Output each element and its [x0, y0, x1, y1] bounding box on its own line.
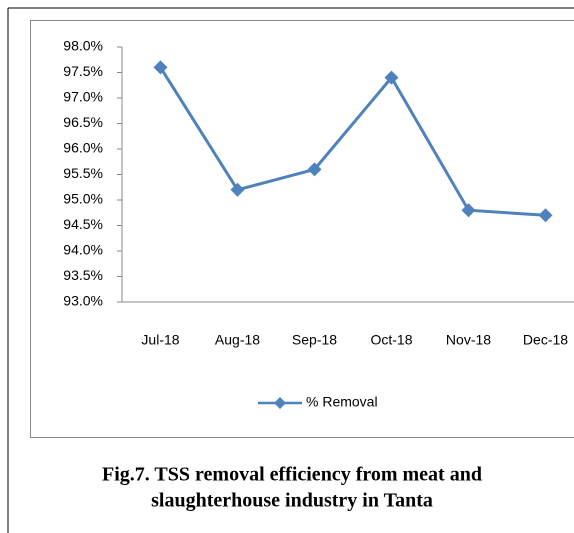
x-tick-label: Oct-18 [370, 332, 412, 348]
y-tick-label: 94.5% [63, 216, 103, 232]
marker [384, 70, 399, 85]
caption-line: slaughterhouse industry in Tanta [151, 490, 433, 512]
y-tick-label: 96.5% [63, 114, 103, 130]
marker [307, 162, 322, 177]
series-line [159, 66, 546, 217]
y-tick-label: 97.0% [63, 89, 103, 105]
y-tick-label: 95.0% [63, 191, 103, 207]
y-tick-label: 95.5% [63, 165, 103, 181]
x-tick-label: Sep-18 [292, 332, 337, 348]
y-tick-label: 94.0% [63, 242, 103, 258]
x-tick-label: Nov-18 [446, 332, 491, 348]
caption-line: Fig.7. TSS removal efficiency from meat … [102, 464, 482, 486]
legend-marker [274, 397, 286, 409]
x-tick-label: Jul-18 [141, 332, 179, 348]
y-tick-label: 96.0% [63, 140, 103, 156]
chart-border [30, 20, 574, 438]
marker [153, 60, 168, 75]
x-tick-label: Aug-18 [215, 332, 260, 348]
marker [538, 208, 553, 223]
marker [461, 203, 476, 218]
y-tick-label: 97.5% [63, 63, 103, 79]
x-tick-label: Dec-18 [523, 332, 568, 348]
y-tick-label: 98.0% [63, 38, 103, 54]
marker [230, 182, 245, 197]
y-tick-label: 93.0% [63, 293, 103, 309]
legend-label: % Removal [306, 394, 378, 410]
y-tick-label: 93.5% [63, 267, 103, 283]
